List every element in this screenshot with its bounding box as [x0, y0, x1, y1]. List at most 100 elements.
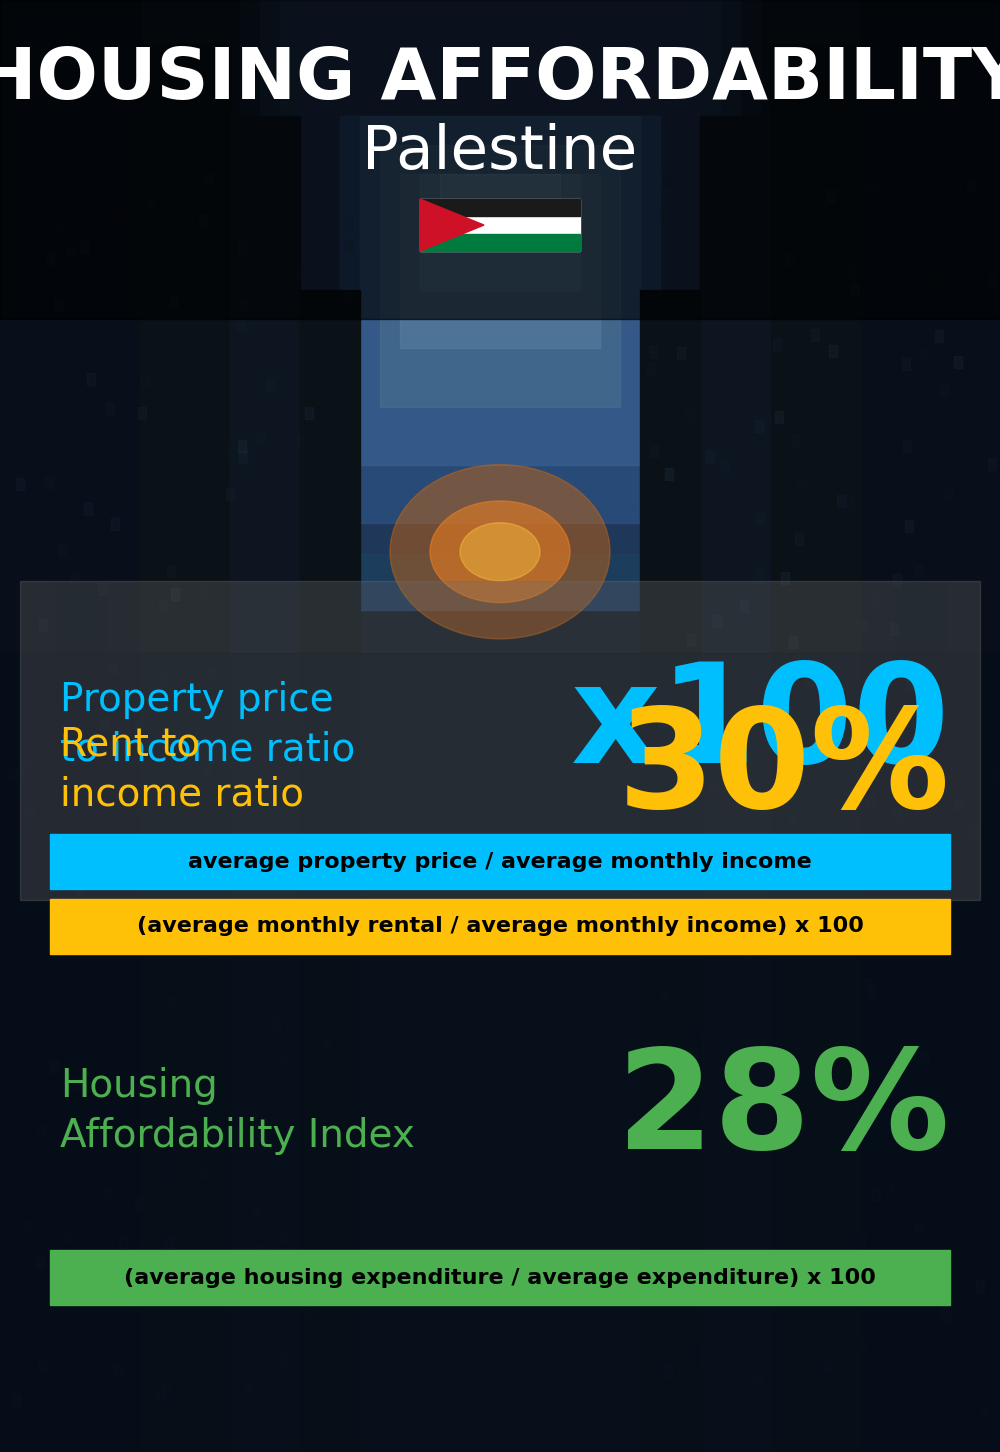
Bar [306, 1305, 314, 1317]
Bar [280, 1092, 288, 1104]
Bar [773, 340, 781, 351]
Bar [664, 1365, 672, 1376]
Bar [821, 831, 829, 842]
Ellipse shape [430, 501, 570, 603]
Bar [71, 572, 79, 584]
Bar [114, 1365, 122, 1376]
Bar [38, 1359, 46, 1371]
Bar [54, 221, 62, 234]
Bar [890, 623, 898, 635]
Text: 28%: 28% [618, 1044, 950, 1178]
Bar [770, 44, 860, 1452]
Bar [756, 182, 764, 193]
Bar [238, 440, 246, 452]
Bar [239, 452, 247, 463]
Bar [740, 600, 748, 613]
Bar [318, 697, 326, 709]
Bar [786, 253, 794, 264]
Bar [204, 171, 212, 184]
Bar [36, 1256, 44, 1269]
Bar [75, 1048, 83, 1060]
Bar [380, 145, 620, 407]
Bar [689, 1047, 697, 1059]
Bar [775, 411, 783, 423]
Bar [0, 653, 1000, 1452]
Text: Rent to
income ratio: Rent to income ratio [60, 726, 304, 813]
Bar [80, 241, 88, 253]
Bar [244, 1015, 252, 1027]
Bar [988, 459, 996, 470]
Bar [168, 998, 176, 1009]
Bar [851, 283, 859, 295]
Bar [670, 256, 678, 269]
Bar [658, 208, 666, 221]
Bar [249, 685, 257, 697]
Bar [818, 717, 826, 729]
Bar [755, 568, 763, 579]
Bar [938, 279, 946, 290]
Bar [954, 356, 962, 369]
Bar [226, 1308, 234, 1320]
Bar [8, 768, 16, 780]
Bar [305, 407, 313, 418]
Bar [905, 520, 913, 533]
Bar [811, 851, 819, 864]
Bar [199, 585, 207, 597]
Bar [295, 434, 303, 446]
Bar [935, 330, 943, 343]
Bar [843, 861, 851, 874]
Bar [893, 809, 901, 820]
Bar [660, 989, 668, 1000]
Bar [239, 299, 247, 311]
Bar [795, 533, 803, 544]
Bar [13, 1394, 21, 1406]
Bar [420, 199, 580, 216]
Bar [260, 0, 740, 552]
Bar [942, 1311, 950, 1323]
Bar [926, 851, 934, 864]
Bar [273, 1016, 281, 1028]
Bar [762, 1350, 770, 1362]
Bar [271, 999, 279, 1011]
Bar [988, 276, 996, 287]
Bar [857, 1234, 865, 1246]
Bar [166, 868, 174, 880]
Bar [61, 1259, 69, 1270]
Bar [304, 1257, 312, 1269]
Bar [37, 1124, 45, 1135]
Bar [180, 778, 188, 791]
Bar [742, 1401, 750, 1414]
Bar [824, 1361, 832, 1372]
Bar [822, 799, 830, 810]
Bar [342, 915, 350, 926]
Bar [891, 720, 899, 732]
Bar [237, 319, 245, 331]
Bar [697, 1172, 705, 1183]
Bar [169, 1275, 177, 1288]
Bar [700, 116, 770, 1452]
Bar [132, 1247, 140, 1259]
Bar [67, 245, 75, 258]
Bar [771, 1256, 779, 1268]
Bar [135, 1198, 143, 1210]
Bar [886, 910, 894, 922]
Bar [925, 870, 933, 881]
Bar [84, 504, 92, 515]
Bar [845, 497, 853, 508]
Bar [300, 290, 360, 1452]
Bar [346, 794, 354, 806]
Bar [902, 357, 910, 370]
Bar [141, 375, 149, 386]
Bar [955, 800, 963, 812]
Bar [906, 678, 914, 691]
Bar [728, 921, 736, 932]
Bar [420, 234, 580, 251]
Bar [160, 674, 168, 685]
Bar [103, 1188, 111, 1199]
Bar [860, 0, 1000, 1452]
Bar [200, 1166, 208, 1178]
Bar [687, 1027, 695, 1040]
Text: (average monthly rental / average monthly income) x 100: (average monthly rental / average monthl… [137, 916, 863, 937]
Bar [755, 420, 763, 431]
Bar [55, 581, 105, 1452]
